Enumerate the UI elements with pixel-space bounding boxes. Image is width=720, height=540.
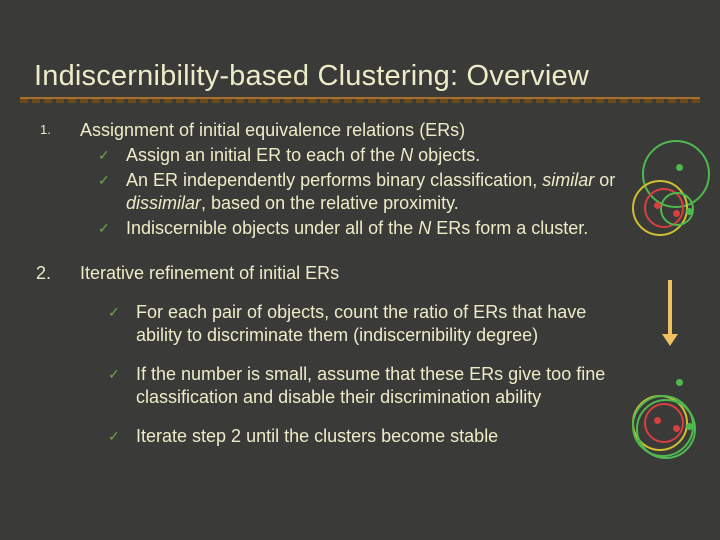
sub-text: For each pair of objects, count the rati… xyxy=(136,301,660,347)
sub-item: ✓ If the number is small, assume that th… xyxy=(108,363,660,409)
slide-title: Indiscernibility-based Clustering: Overv… xyxy=(0,60,720,97)
sub-text: Iterate step 2 until the clusters become… xyxy=(136,425,660,448)
sub-item: ✓ Assign an initial ER to each of the N … xyxy=(98,144,660,167)
sub-text: If the number is small, assume that thes… xyxy=(136,363,660,409)
sub-text: An ER independently performs binary clas… xyxy=(126,169,660,215)
sub-list: ✓ Assign an initial ER to each of the N … xyxy=(80,144,660,240)
data-point xyxy=(686,423,693,430)
check-icon: ✓ xyxy=(98,217,126,240)
diagram-bottom xyxy=(618,355,708,465)
sub-item: ✓ Indiscernible objects under all of the… xyxy=(98,217,660,240)
list-body: Iterative refinement of initial ERs ✓ Fo… xyxy=(80,262,660,448)
data-point xyxy=(654,202,661,209)
check-icon: ✓ xyxy=(98,169,126,215)
sub-item: ✓ Iterate step 2 until the clusters beco… xyxy=(108,425,660,448)
data-point xyxy=(673,425,680,432)
arrow-down-icon xyxy=(668,280,672,336)
sub-text: Indiscernible objects under all of the N… xyxy=(126,217,660,240)
list-item-1: 1. Assignment of initial equivalence rel… xyxy=(30,119,660,240)
list-marker: 1. xyxy=(30,119,80,240)
slide: Indiscernibility-based Clustering: Overv… xyxy=(0,0,720,540)
check-icon: ✓ xyxy=(108,425,136,448)
check-icon: ✓ xyxy=(98,144,126,167)
check-icon: ✓ xyxy=(108,363,136,409)
check-icon: ✓ xyxy=(108,301,136,347)
slide-content: 1. Assignment of initial equivalence rel… xyxy=(0,103,720,448)
list-body: Assignment of initial equivalence relati… xyxy=(80,119,660,240)
sub-item: ✓ An ER independently performs binary cl… xyxy=(98,169,660,215)
data-point xyxy=(686,208,693,215)
sub-item: ✓ For each pair of objects, count the ra… xyxy=(108,301,660,347)
list-item-2: 2. Iterative refinement of initial ERs ✓… xyxy=(30,262,660,448)
data-point xyxy=(676,379,683,386)
sub-text: Assign an initial ER to each of the N ob… xyxy=(126,144,660,167)
diagram-top xyxy=(618,140,708,250)
data-point xyxy=(673,210,680,217)
sub-list: ✓ For each pair of objects, count the ra… xyxy=(80,301,660,448)
list-heading: Assignment of initial equivalence relati… xyxy=(80,119,660,142)
list-marker: 2. xyxy=(30,262,80,448)
data-point xyxy=(654,417,661,424)
data-point xyxy=(676,164,683,171)
list-heading: Iterative refinement of initial ERs xyxy=(80,262,660,285)
